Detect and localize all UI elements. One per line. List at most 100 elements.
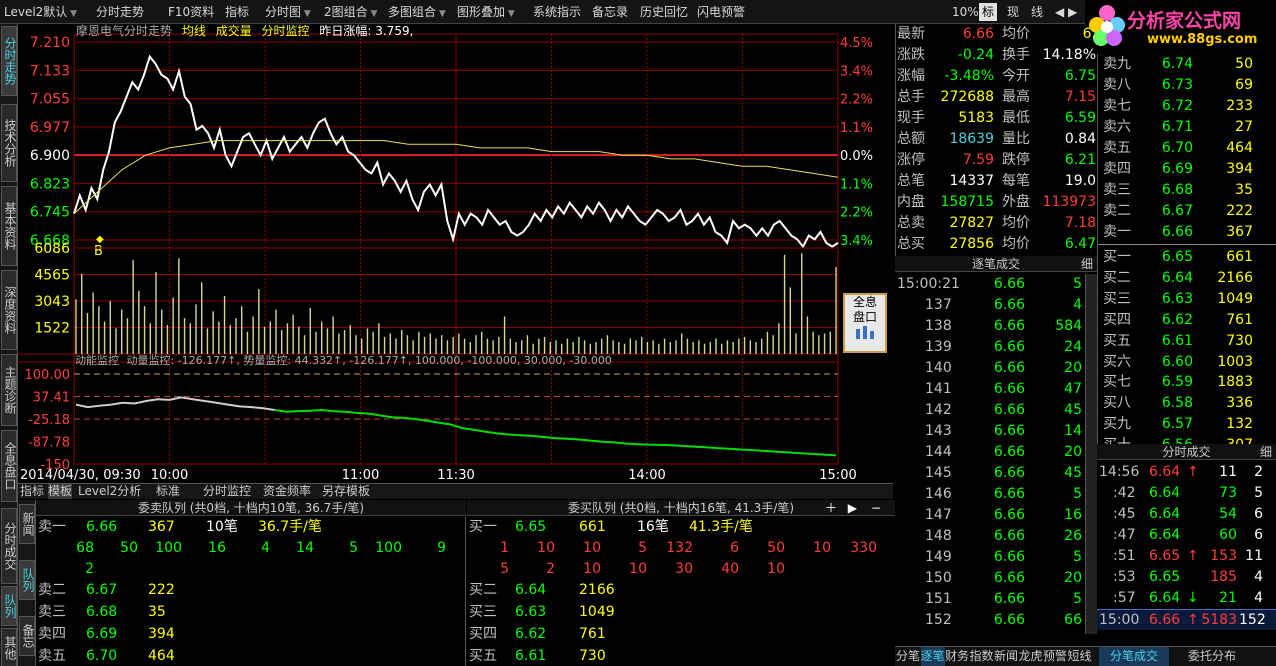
quote-value: 6.47 — [1064, 236, 1096, 252]
trades-detail-tab[interactable]: 细 — [1080, 257, 1093, 271]
minute-volume: 60 — [1219, 527, 1237, 543]
volume-tick-label: 4565 — [34, 268, 70, 284]
trade-volume: 584 — [1055, 318, 1082, 334]
minute-trades-list[interactable]: 14:56 6.64 ↑ 11 2:42 6.64 73 5:45 6.64 54 6:47 6.64… — [1097, 462, 1276, 632]
time-tick-label: 11:00 — [342, 468, 379, 483]
tab-monitor[interactable]: 分时监控 — [203, 484, 252, 498]
tab-template[interactable]: 模板 — [48, 484, 73, 499]
level-label: 买七 — [1103, 374, 1131, 391]
trades-tab[interactable]: 分笔 — [896, 649, 921, 663]
play-icon[interactable]: ▶ — [847, 501, 857, 515]
level-price: 6.58 — [1161, 395, 1193, 412]
level-label: 卖四 — [1103, 161, 1131, 177]
tab-current[interactable]: 现 — [1007, 5, 1020, 19]
average-price-line — [73, 140, 839, 215]
trades-tab[interactable]: 预警 — [1043, 649, 1068, 663]
trades-tab[interactable]: 龙虎 — [1018, 649, 1043, 663]
sidebar-tab-theme[interactable]: 主题诊断 — [1, 354, 17, 426]
sidebar-tab-intraday[interactable]: 分时走势 — [1, 26, 17, 96]
percent-tick-label: 1.1% — [840, 177, 873, 192]
holographic-button[interactable]: 全息 盘口 — [843, 293, 887, 353]
level-label: 卖一 — [1103, 224, 1131, 240]
trades-tab[interactable]: 新闻 — [994, 649, 1019, 663]
time-tick-label: 14:00 — [628, 468, 665, 483]
sidebar-tab-holographic[interactable]: 全息盘口 — [1, 430, 17, 502]
sell-queue-level: 卖三 6.68 35 — [38, 604, 166, 620]
tab-minute-trades[interactable]: 分笔成交 — [1099, 647, 1169, 666]
tab-save-template[interactable]: 另存模板 — [322, 484, 371, 498]
minute-detail-tab[interactable]: 细 — [1259, 445, 1272, 459]
sell-queue-level-1: 卖一 6.66 367 10笔 36.7手/笔 — [38, 519, 322, 535]
trade-volume: 16 — [1064, 507, 1082, 523]
plus-icon[interactable]: ＋ — [824, 501, 837, 515]
trade-seq: 15:00:21 — [897, 276, 960, 292]
menu-indicator[interactable]: 指标 — [225, 5, 250, 19]
side-tab-news[interactable]: 新闻 — [19, 504, 35, 544]
orderbook-row: 买九 6.57 132 — [1098, 414, 1276, 435]
menu-multi-chart[interactable]: 多图组合 ▼ — [388, 5, 446, 19]
nav-arrows[interactable]: ◀ ▶ — [1055, 5, 1078, 19]
intraday-chart[interactable]: 7.210 4.5% 7.133 3.4% 7.055 2.2% 6.977 1.1% 6.90… — [18, 24, 895, 484]
level-price: 6.72 — [1161, 98, 1193, 114]
quote-label: 涨停 — [897, 152, 925, 168]
side-tab-memo[interactable]: 备忘 — [19, 616, 35, 656]
quote-value: 19.0 — [1064, 173, 1096, 189]
tab-standard[interactable]: 标 — [979, 3, 998, 21]
minute-count: 6 — [1254, 506, 1263, 522]
trades-tab[interactable]: 财务 — [945, 649, 970, 663]
quote-label: 总卖 — [897, 215, 925, 231]
tab-line[interactable]: 线 — [1031, 5, 1044, 19]
menu-intraday-chart[interactable]: 分时图 ▼ — [265, 5, 311, 19]
quote-value: 6.75 — [1064, 68, 1096, 84]
trades-list[interactable]: 15:00:21 6.66 5 137 6.66 4 138 6.66 584 139 6.66 24… — [895, 274, 1097, 646]
menu-two-chart[interactable]: 2图组合 ▼ — [324, 5, 378, 19]
sidebar-tab-minute-trades[interactable]: 分时成交 — [1, 508, 17, 584]
buy-queue-level: 买三 6.63 1049 — [469, 604, 615, 620]
level-price: 6.63 — [1161, 290, 1193, 307]
quote-label: 最高 — [1002, 89, 1030, 105]
menu-memo[interactable]: 备忘录 — [592, 5, 629, 19]
trades-tab[interactable]: 指数 — [969, 649, 994, 663]
trades-tab[interactable]: 短线 — [1067, 649, 1092, 663]
menu-overlay[interactable]: 图形叠加 ▼ — [457, 5, 515, 19]
minus-icon[interactable]: − — [870, 501, 881, 515]
minute-arrow: ↑ — [1187, 464, 1199, 480]
trade-price: 6.66 — [993, 318, 1025, 334]
side-tab-queue[interactable]: 队列 — [19, 560, 35, 600]
quote-label: 现手 — [897, 110, 925, 126]
buy-marker-diamond: ◆ — [96, 234, 104, 245]
buy-queue-level: 买二 6.64 2166 — [469, 582, 615, 598]
minute-trade-row: 14:56 6.64 ↑ 11 2 — [1097, 462, 1276, 483]
sidebar-tab-queue[interactable]: 队列 — [1, 586, 17, 626]
trade-price: 6.66 — [993, 360, 1025, 376]
quote-value: 0.84 — [1064, 131, 1096, 147]
chart-subtitle: 昨日涨幅: 3.759, — [319, 24, 414, 38]
tab-fund-freq[interactable]: 资金频率 — [263, 484, 312, 498]
menu-flash-alert[interactable]: 闪电预警 — [697, 5, 746, 19]
trade-price: 6.66 — [993, 423, 1025, 439]
zoom-10pct[interactable]: 10% — [952, 5, 979, 19]
tab-level2[interactable]: Level2分析 — [78, 484, 142, 498]
sidebar-tab-other[interactable]: 其他 — [1, 628, 17, 666]
sidebar-tab-depth[interactable]: 深度资料 — [1, 270, 17, 350]
trades-scrollbar[interactable] — [1085, 274, 1097, 634]
tab-order-distribution[interactable]: 委托分布 — [1187, 649, 1236, 663]
level-price: 6.74 — [1161, 56, 1193, 72]
price-tick-label: 7.133 — [30, 63, 70, 79]
menu-level2-default[interactable]: Level2默认 ▼ — [4, 5, 78, 19]
trade-seq: 150 — [925, 570, 952, 586]
trade-volume: 20 — [1064, 570, 1082, 586]
menu-f10[interactable]: F10资料 — [168, 5, 215, 19]
sidebar-tab-technical[interactable]: 技术分析 — [1, 104, 17, 182]
menu-history[interactable]: 历史回忆 — [640, 5, 689, 19]
tab-standard-2[interactable]: 标准 — [156, 484, 181, 498]
menu-intraday[interactable]: 分时走势 — [96, 5, 145, 19]
trade-volume: 24 — [1064, 339, 1082, 355]
trades-tab[interactable]: 逐笔 — [920, 647, 945, 666]
tab-indicator[interactable]: 指标 — [20, 484, 45, 498]
menu-system-indicator[interactable]: 系统指示 — [533, 5, 582, 19]
sidebar-tab-fundamental[interactable]: 基本资料 — [1, 186, 17, 266]
trade-price: 6.66 — [993, 276, 1025, 292]
quote-label: 跌停 — [1002, 152, 1030, 168]
orderbook-row: 卖二 6.67 222 — [1098, 201, 1276, 222]
